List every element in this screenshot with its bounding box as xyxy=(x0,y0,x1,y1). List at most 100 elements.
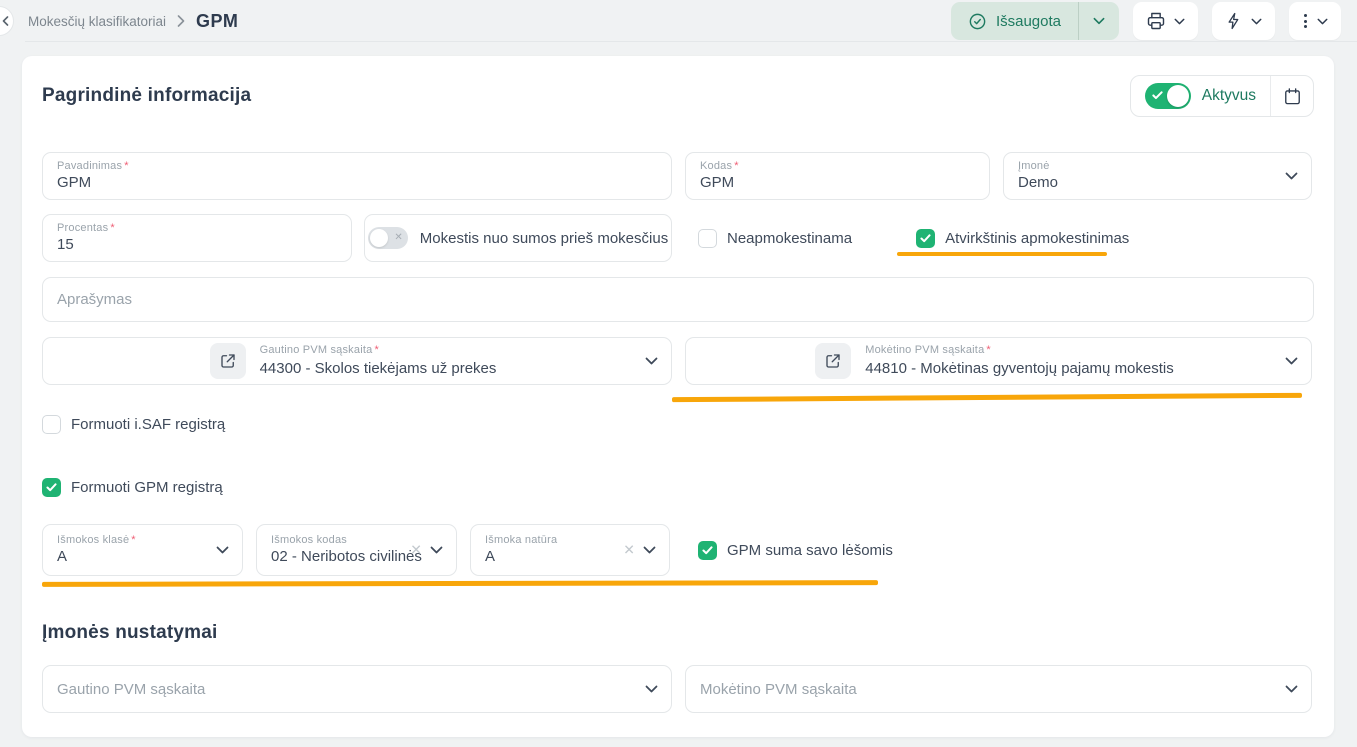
form-row-1: Pavadinimas * GPM Kodas * GPM Įmonė Demo xyxy=(42,152,1314,200)
percent-field[interactable]: Procentas * 15 xyxy=(42,214,352,262)
code-field[interactable]: Kodas * GPM xyxy=(685,152,990,200)
chevron-down-icon xyxy=(1317,18,1328,24)
field-label: Išmokos klasė xyxy=(57,534,130,546)
check-icon xyxy=(702,545,713,554)
checkbox-label: Formuoti GPM registrą xyxy=(71,479,223,496)
checkbox-label: Neapmokestinama xyxy=(727,229,853,247)
section-title-company: Įmonės nustatymai xyxy=(42,622,218,643)
required-mark: * xyxy=(110,222,115,234)
gpm-register-checkbox-row[interactable]: Formuoti GPM registrą xyxy=(42,478,1314,497)
gpm-own-funds-checkbox[interactable] xyxy=(698,540,717,560)
payout-in-kind-select[interactable]: Išmoka natūra A ✕ xyxy=(470,524,670,576)
section-title-main: Pagrindinė informacija xyxy=(42,85,252,106)
code-value[interactable]: GPM xyxy=(700,174,735,191)
breadcrumb-separator-icon xyxy=(177,15,185,27)
payout-in-kind-value: A xyxy=(485,548,496,565)
required-mark: * xyxy=(986,344,991,356)
non-taxable-checkbox[interactable] xyxy=(698,228,717,248)
name-value[interactable]: GPM xyxy=(57,174,92,191)
field-label: Mokėtino PVM sąskaita xyxy=(865,344,985,356)
active-toggle[interactable] xyxy=(1144,83,1191,109)
reverse-charge-checkbox[interactable] xyxy=(916,228,936,248)
company-accounts-row: Gautino PVM sąskaita Mokėtino PVM sąskai… xyxy=(42,665,1314,713)
clear-selection-icon[interactable]: ✕ xyxy=(410,541,422,558)
chevron-down-icon[interactable] xyxy=(1285,357,1298,365)
saved-button-caret[interactable] xyxy=(1079,2,1119,40)
clear-selection-icon[interactable]: ✕ xyxy=(623,541,635,558)
field-label: Išmokos kodas xyxy=(271,534,347,546)
percent-value[interactable]: 15 xyxy=(57,236,74,253)
saved-button-main[interactable]: Išsaugota xyxy=(951,2,1078,40)
x-icon: ✕ xyxy=(394,232,403,243)
field-label: Kodas xyxy=(700,160,733,172)
receivable-vat-account-value: 44300 - Skolos tiekėjams už prekes xyxy=(259,360,497,377)
active-toggle-label: Aktyvus xyxy=(1201,87,1256,104)
validity-calendar-button[interactable] xyxy=(1271,76,1313,116)
tax-before-tax-toggle-field: ✕ Mokestis nuo sumos prieš mokesčius xyxy=(364,214,672,262)
isaf-register-checkbox-row[interactable]: Formuoti i.SAF registrą xyxy=(42,415,1314,434)
tax-before-tax-label: Mokestis nuo sumos prieš mokesčius xyxy=(419,229,669,247)
required-mark: * xyxy=(734,160,739,172)
main-form-card: Pagrindinė informacija Aktyvus Pavadinim… xyxy=(22,56,1334,737)
active-toggle-group[interactable]: Aktyvus xyxy=(1131,83,1270,109)
checkbox-label: GPM suma savo lėšomis xyxy=(727,541,893,559)
open-account-button[interactable] xyxy=(209,343,246,379)
company-receivable-vat-select[interactable]: Gautino PVM sąskaita xyxy=(42,665,672,713)
breadcrumb-parent-link[interactable]: Mokesčių klasifikatoriai xyxy=(28,13,167,29)
placeholder-text: Mokėtino PVM sąskaita xyxy=(700,680,857,698)
chevron-down-icon[interactable] xyxy=(645,685,658,693)
company-select[interactable]: Įmonė Demo xyxy=(1003,152,1312,200)
chevron-down-icon[interactable] xyxy=(643,546,656,554)
actions-menu-button[interactable] xyxy=(1212,2,1275,40)
company-value: Demo xyxy=(1018,174,1059,191)
print-menu-button[interactable] xyxy=(1133,2,1198,40)
lightning-icon xyxy=(1228,12,1239,30)
chevron-down-icon xyxy=(1251,18,1262,24)
breadcrumb: Mokesčių klasifikatoriai GPM xyxy=(28,11,238,32)
chevron-down-icon[interactable] xyxy=(645,357,658,365)
check-icon xyxy=(46,483,57,492)
chevron-down-icon[interactable] xyxy=(430,546,443,554)
payout-code-select[interactable]: Išmokos kodas 02 - Neribotos civilinės ✕ xyxy=(256,524,457,576)
chevron-left-icon xyxy=(2,16,9,26)
field-label: Gautino PVM sąskaita xyxy=(259,344,373,356)
check-circle-icon xyxy=(969,13,986,29)
description-row xyxy=(42,277,1314,322)
saved-button-label: Išsaugota xyxy=(995,12,1061,30)
payout-class-value: A xyxy=(57,548,68,565)
company-payable-vat-select[interactable]: Mokėtino PVM sąskaita xyxy=(685,665,1312,713)
description-input[interactable] xyxy=(42,277,1314,322)
gpm-own-funds-checkbox-row[interactable]: GPM suma savo lėšomis xyxy=(698,540,893,560)
required-mark: * xyxy=(124,160,129,172)
non-taxable-checkbox-row[interactable]: Neapmokestinama xyxy=(698,228,853,248)
reverse-charge-checkbox-row[interactable]: Atvirkštinis apmokestinimas xyxy=(916,228,1130,248)
external-link-icon xyxy=(220,354,235,368)
chevron-down-icon[interactable] xyxy=(1285,685,1298,693)
open-account-button[interactable] xyxy=(815,343,852,379)
page-title: GPM xyxy=(196,10,239,31)
receivable-vat-account-select[interactable]: Gautino PVM sąskaita * 44300 - Skolos tie… xyxy=(42,337,672,385)
field-label: Išmoka natūra xyxy=(485,534,558,546)
payable-vat-account-select[interactable]: Mokėtino PVM sąskaita * 44810 - Mokėtinas… xyxy=(685,337,1312,385)
accounts-row: Gautino PVM sąskaita * 44300 - Skolos tie… xyxy=(42,337,1314,385)
kebab-menu-icon xyxy=(1302,14,1309,28)
saved-split-button[interactable]: Išsaugota xyxy=(950,2,1119,40)
toggle-knob xyxy=(1166,85,1189,107)
isaf-register-checkbox[interactable] xyxy=(42,415,61,434)
payout-class-select[interactable]: Išmokos klasė * A xyxy=(42,524,243,576)
tax-before-tax-toggle[interactable]: ✕ xyxy=(367,227,408,249)
topbar-divider xyxy=(25,41,1357,42)
gpm-register-checkbox[interactable] xyxy=(42,478,61,497)
sidebar-collapse-button[interactable] xyxy=(0,6,14,36)
check-icon xyxy=(920,233,931,242)
check-icon xyxy=(1152,91,1163,100)
card-header: Pagrindinė informacija Aktyvus xyxy=(42,56,1314,118)
chevron-down-icon[interactable] xyxy=(1285,172,1298,180)
checkbox-label: Atvirkštinis apmokestinimas xyxy=(945,229,1130,247)
more-options-button[interactable] xyxy=(1289,2,1341,40)
name-field[interactable]: Pavadinimas * GPM xyxy=(42,152,672,200)
form-row-2: Procentas * 15 ✕ Mokestis nuo sumos prieš… xyxy=(42,214,1314,262)
chevron-down-icon xyxy=(1174,18,1185,24)
chevron-down-icon[interactable] xyxy=(216,546,229,554)
